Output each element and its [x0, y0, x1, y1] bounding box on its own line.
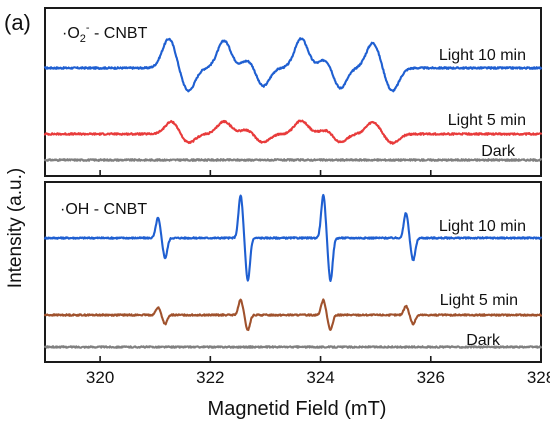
hydroxyl-traces	[43, 193, 543, 349]
trace-light-10-min	[43, 37, 543, 93]
hydroxyl-panel-title: ·OH - CNBT	[60, 201, 147, 218]
title-part-2: 2	[80, 33, 86, 45]
title-part-3: -	[86, 22, 90, 34]
hydroxyl-panel: ·OH - CNBT Light 10 min Light 5 min Dark	[43, 181, 543, 363]
x-axis-label: Magnetid Field (mT)	[208, 398, 387, 420]
panel-label: (a)	[4, 10, 31, 35]
x-axis-ticks: 320 322 324 326 328	[86, 170, 550, 387]
superoxide-panel-frame	[44, 7, 542, 177]
trace-light-5-min	[43, 298, 543, 332]
y-axis-label: Intensity (a.u.)	[5, 168, 26, 288]
hydroxyl-panel-frame	[44, 181, 542, 363]
x-tick-label: 324	[306, 368, 334, 387]
x-tick-label: 328	[527, 368, 550, 387]
series-label-light-5-min: Light 5 min	[448, 112, 526, 129]
x-tick-label: 322	[196, 368, 224, 387]
x-tick-label: 326	[417, 368, 445, 387]
series-label-dark: Dark	[481, 143, 516, 160]
superoxide-series-labels: Light 10 min Light 5 min Dark	[439, 47, 526, 160]
trace-dark	[43, 345, 543, 349]
x-tick-label: 320	[86, 368, 114, 387]
trace-dark	[43, 158, 543, 162]
superoxide-panel: ·O2- - CNBT Light 10 min Light 5 min Dark	[43, 7, 543, 177]
series-label-dark: Dark	[466, 332, 501, 349]
title-part-4: - CNBT	[90, 25, 148, 42]
superoxide-traces	[43, 37, 543, 162]
title-part-1: ·O	[62, 25, 80, 42]
trace-light-5-min	[43, 119, 543, 145]
series-label-light-10-min: Light 10 min	[439, 47, 526, 64]
trace-light-10-min	[43, 193, 543, 283]
series-label-light-5-min: Light 5 min	[440, 292, 518, 309]
hydroxyl-series-labels: Light 10 min Light 5 min Dark	[439, 218, 526, 349]
superoxide-panel-title: ·O2- - CNBT	[62, 22, 148, 45]
series-label-light-10-min: Light 10 min	[439, 218, 526, 235]
